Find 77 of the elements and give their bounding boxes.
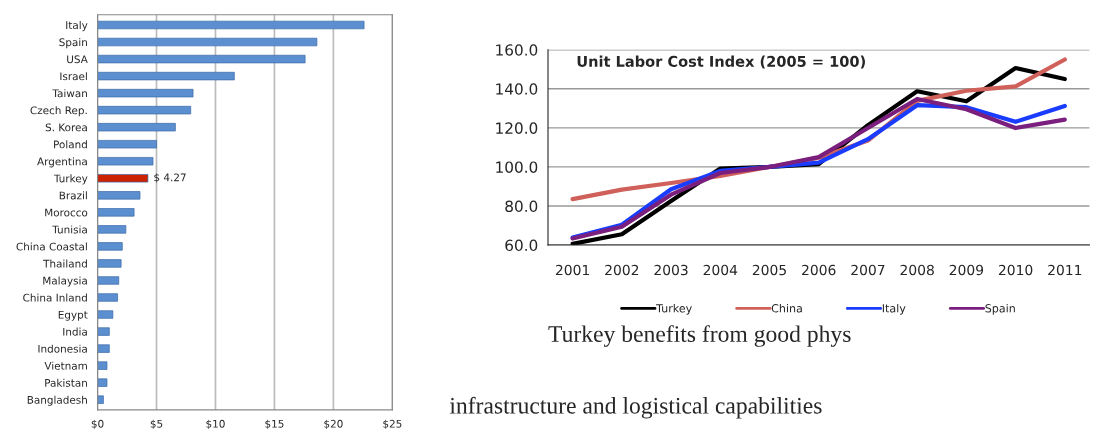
y-tick-label: Spain — [59, 38, 87, 49]
bar — [97, 310, 114, 319]
y-tick-label: Turkey — [53, 174, 88, 185]
bar — [97, 242, 123, 251]
bar — [97, 174, 149, 183]
bar — [97, 157, 154, 166]
bar — [97, 225, 127, 234]
y-tick-label: China Coastal — [16, 242, 87, 251]
y-tick-label: China Inland — [23, 293, 87, 302]
y-tick-label: Vietnam — [44, 361, 87, 370]
y-tick-label: Malaysia — [43, 276, 87, 287]
x-tick-label: $10 — [206, 419, 225, 430]
y-tick-label: Taiwan — [52, 89, 87, 98]
x-tick-label: 2009 — [949, 264, 984, 276]
bar — [97, 123, 176, 132]
y-tick-label: Poland — [54, 140, 87, 149]
bar — [97, 361, 108, 370]
bar — [97, 140, 157, 149]
x-tick-label: $15 — [265, 419, 284, 430]
x-tick-label: 2003 — [654, 264, 688, 276]
legend-label: Turkey — [656, 303, 692, 315]
bar — [97, 71, 235, 81]
y-tick-label: 80.0 — [505, 200, 538, 213]
y-tick-label: Italy — [66, 21, 88, 32]
bar — [97, 276, 120, 285]
y-tick-label: Indonesia — [38, 344, 87, 353]
bar — [97, 293, 118, 302]
y-tick-label: Pakistan — [45, 378, 87, 387]
legend-label: Italy — [882, 303, 906, 315]
x-tick-label: 2010 — [998, 264, 1033, 276]
x-tick-label: $25 — [383, 419, 402, 430]
y-tick-label: Egypt — [58, 310, 88, 321]
chart-title: Unit Labor Cost Index (2005 = 100) — [577, 55, 865, 69]
bar — [97, 88, 194, 98]
bar — [97, 344, 110, 353]
text: infrastructure and logistical capabilities — [449, 396, 822, 419]
data-label: $ 4.27 — [154, 173, 186, 183]
x-tick-label: 2006 — [802, 264, 836, 276]
bar — [97, 259, 122, 268]
x-tick-label: 2007 — [851, 264, 885, 276]
x-tick-label: 2001 — [555, 264, 589, 276]
bar — [97, 37, 318, 47]
y-tick-label: 160.0 — [496, 44, 538, 56]
x-tick-label: 2008 — [900, 264, 934, 276]
x-tick-label: $0 — [91, 419, 104, 430]
y-tick-label: India — [63, 327, 87, 336]
y-tick-label: 140.0 — [496, 83, 538, 95]
text: Turkey benefits from good phys — [548, 325, 851, 347]
x-tick-label: $5 — [150, 419, 163, 430]
x-tick-label: 2011 — [1048, 264, 1082, 276]
bar — [97, 191, 141, 200]
y-tick-label: Czech Rep. — [30, 106, 87, 117]
y-tick-label: Thailand — [43, 259, 87, 268]
y-tick-label: 60.0 — [505, 239, 538, 252]
y-tick-label: Tunisia — [52, 225, 87, 234]
bar — [97, 105, 192, 115]
y-tick-label: USA — [67, 55, 88, 64]
legend-label: China — [771, 303, 802, 313]
y-tick-label: 100.0 — [496, 161, 538, 173]
y-tick-label: 120.0 — [496, 122, 538, 134]
bar — [97, 208, 135, 217]
bar — [97, 20, 365, 30]
legend-label: Spain — [985, 303, 1015, 315]
y-tick-label: Israel — [60, 72, 87, 81]
x-tick-label: 2005 — [752, 264, 786, 276]
bar — [97, 54, 306, 64]
x-tick-label: $20 — [324, 419, 343, 430]
x-tick-label: 2002 — [605, 264, 639, 276]
bar — [97, 395, 104, 404]
x-tick-label: 2004 — [703, 264, 738, 276]
y-tick-label: S. Korea — [45, 123, 87, 132]
y-tick-label: Brazil — [59, 191, 87, 200]
bar — [97, 327, 110, 336]
y-tick-label: Argentina — [37, 157, 87, 168]
y-tick-label: Bangladesh — [27, 395, 87, 406]
y-tick-label: Morocco — [45, 208, 88, 217]
bar — [97, 378, 108, 387]
